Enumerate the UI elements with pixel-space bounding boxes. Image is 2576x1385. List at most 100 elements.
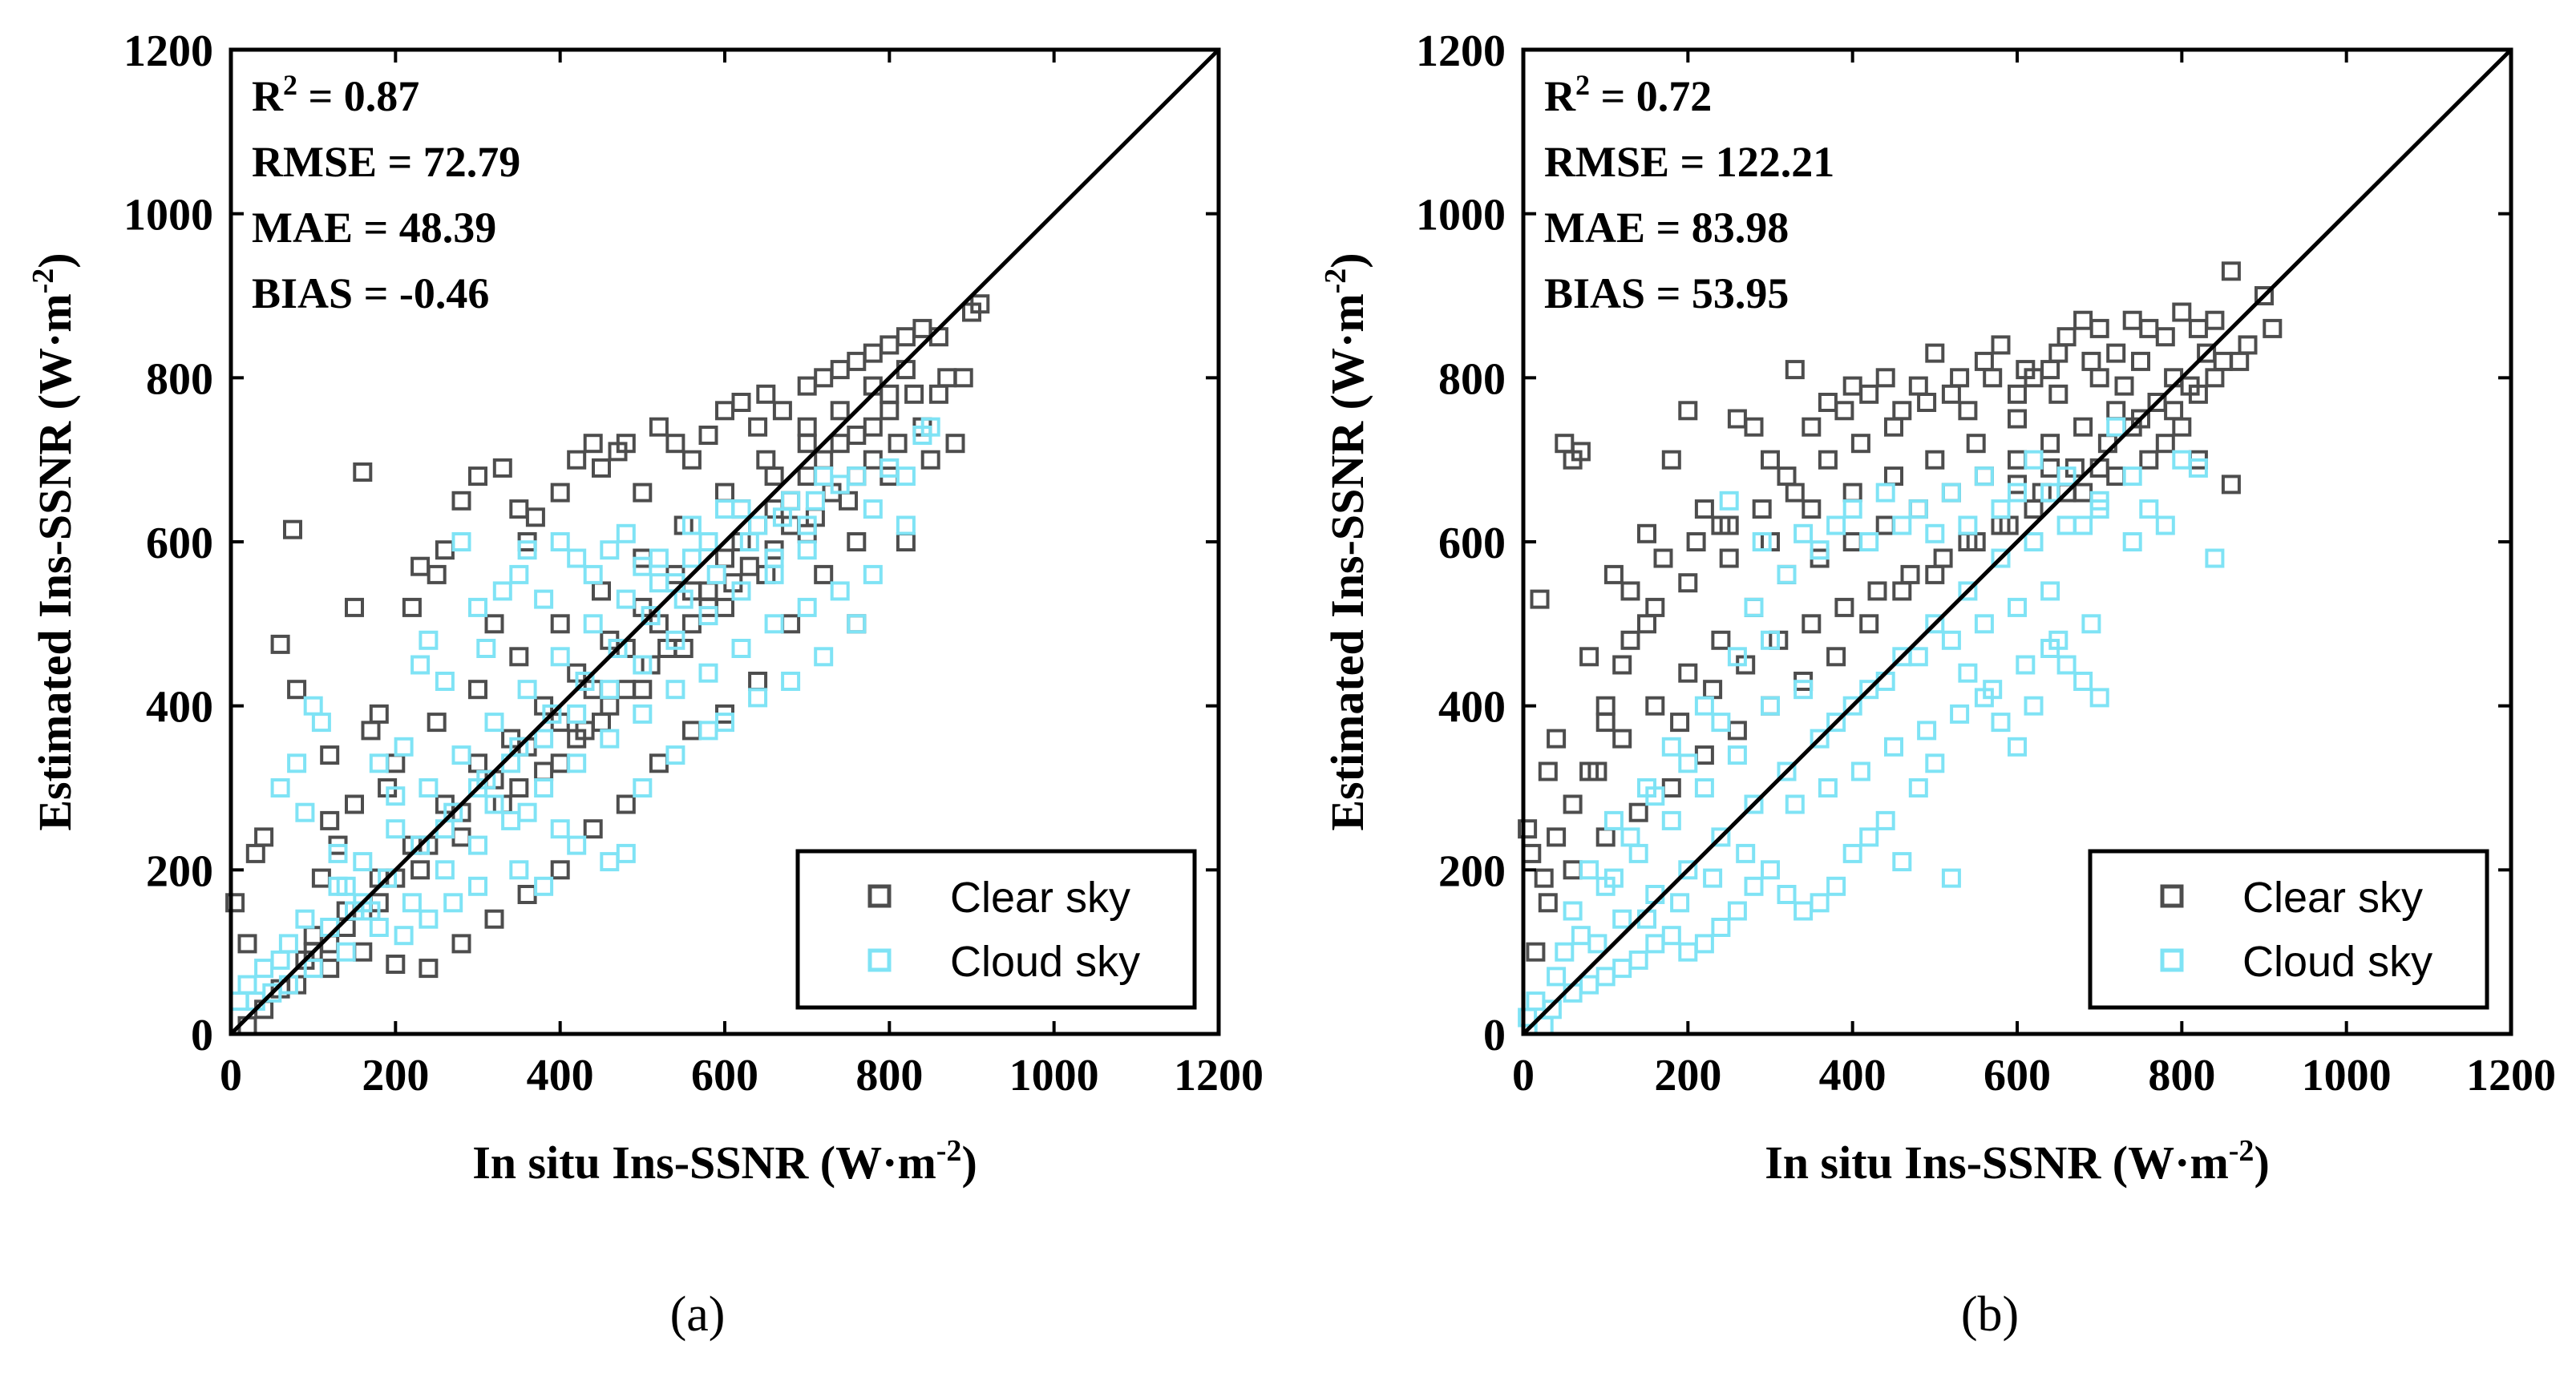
clear-sky-point [369, 704, 389, 724]
cloud-sky-point [1991, 713, 2011, 733]
cloud-sky-point [1694, 778, 1714, 797]
clear-sky-point [451, 491, 471, 511]
cloud-sky-point [1761, 860, 1780, 880]
cloud-sky-point [698, 606, 718, 626]
clear-sky-point [592, 581, 611, 601]
cloud-sky-point [1761, 696, 1780, 716]
cloud-sky-point [715, 499, 734, 519]
legend-box [2088, 849, 2489, 1010]
cloud-sky-point [386, 786, 406, 806]
cloud-sky-point [2122, 466, 2142, 487]
clear-sky-point [2073, 417, 2093, 437]
cloud-sky-point [509, 564, 529, 584]
cloud-sky-point [1761, 630, 1780, 650]
cloud-sky-point [419, 778, 439, 797]
cloud-sky-point [1595, 967, 1616, 987]
cloud-sky-point [1941, 630, 1961, 650]
cloud-sky-point [1777, 885, 1797, 904]
cloud-sky-point [237, 975, 257, 995]
cloud-sky-point [550, 647, 570, 667]
cloud-sky-point [633, 655, 653, 675]
clear-sky-point [2155, 327, 2175, 347]
cloud-sky-point [287, 753, 307, 773]
clear-sky-point [2164, 401, 2184, 421]
clear-sky-point [1694, 499, 1714, 519]
clear-sky-point [583, 819, 603, 839]
cloud-sky-point [863, 499, 883, 519]
cloud-sky-point [2008, 483, 2027, 503]
cloud-sky-point [1908, 647, 1928, 667]
clear-sky-point [1842, 532, 1862, 551]
cloud-sky-point [435, 672, 455, 691]
clear-sky-point [600, 696, 620, 716]
clear-sky-point [715, 597, 734, 617]
clear-sky-point [2188, 318, 2208, 338]
cloud-sky-point [1571, 926, 1591, 946]
clear-sky-point [2114, 376, 2134, 396]
clear-sky-point [270, 634, 290, 654]
cloud-sky-point [443, 893, 463, 913]
cloud-sky-point [451, 745, 471, 765]
clear-sky-point [534, 761, 554, 781]
cloud-sky-point [2056, 466, 2077, 487]
clear-sky-point [1637, 523, 1656, 543]
scatter-points [1518, 261, 2283, 1036]
clear-sky-point [2089, 368, 2109, 388]
scatter-panel-a: 0 200 400 600 800 1000 1200 0 200 400 600 800 1000 12… [26, 26, 1264, 1342]
clear-sky-point [880, 401, 900, 421]
cloud-sky-point [665, 745, 685, 765]
clear-sky-point [1694, 745, 1714, 765]
clear-sky-point [847, 351, 867, 371]
cloud-sky-point [600, 852, 620, 872]
clear-sky-point [2263, 318, 2283, 338]
cloud-sky-point [706, 564, 726, 584]
clear-sky-point [402, 597, 422, 617]
clear-sky-point [649, 417, 669, 437]
clear-sky-point [2048, 384, 2068, 404]
cloud-sky-point [476, 639, 496, 658]
cloud-sky-point [542, 704, 562, 724]
cloud-sky-point [394, 926, 414, 946]
clear-sky-point [1538, 761, 1558, 781]
x-tick-label: 1000 [2302, 1051, 2392, 1100]
stat-r2: R2 = 0.87 [252, 69, 419, 120]
clear-sky-point [616, 680, 636, 700]
legend: Clear sky Cloud sky [795, 849, 1197, 1010]
legend-box [795, 849, 1197, 1010]
cloud-sky-point [715, 713, 734, 733]
clear-sky-point [863, 343, 883, 363]
clear-sky-point [2040, 434, 2060, 454]
clear-sky-point [1637, 614, 1656, 634]
cloud-sky-point [1974, 614, 1994, 634]
clear-sky-point [1620, 630, 1640, 650]
clear-sky-point [616, 794, 636, 814]
cloud-sky-point [1711, 918, 1731, 937]
clear-sky-point [1892, 401, 1912, 421]
y-tick-label: 1200 [123, 26, 213, 76]
cloud-sky-point [1859, 827, 1879, 847]
clear-sky-point [2106, 343, 2126, 363]
clear-sky-point [427, 564, 447, 584]
cloud-sky-point [1777, 761, 1797, 781]
clear-sky-point [1587, 761, 1607, 781]
cloud-sky-point [805, 491, 825, 511]
cloud-sky-point [1744, 876, 1764, 896]
cloud-sky-point [2048, 630, 2068, 650]
panel-label-a: (a) [670, 1287, 726, 1342]
clear-sky-point [451, 934, 471, 954]
clear-sky-point [1563, 794, 1583, 814]
one-to-one-line [229, 48, 1220, 1036]
cloud-sky-point [600, 729, 620, 749]
cloud-sky-point [501, 810, 521, 830]
clear-sky-point [1645, 597, 1665, 617]
y-axis-label: Estimated Ins-SSNR (W·m-2) [26, 252, 81, 830]
clear-sky-point [2016, 360, 2036, 380]
clear-sky-point [781, 491, 801, 511]
stat-r2: R2 = 0.72 [1544, 69, 1712, 120]
clear-sky-point [2221, 474, 2241, 495]
x-tick-label: 600 [1984, 1051, 2051, 1100]
cloud-sky-point [698, 721, 718, 741]
clear-sky-point [814, 450, 834, 470]
cloud-sky-point [550, 532, 570, 551]
clear-sky-point [1678, 573, 1698, 593]
